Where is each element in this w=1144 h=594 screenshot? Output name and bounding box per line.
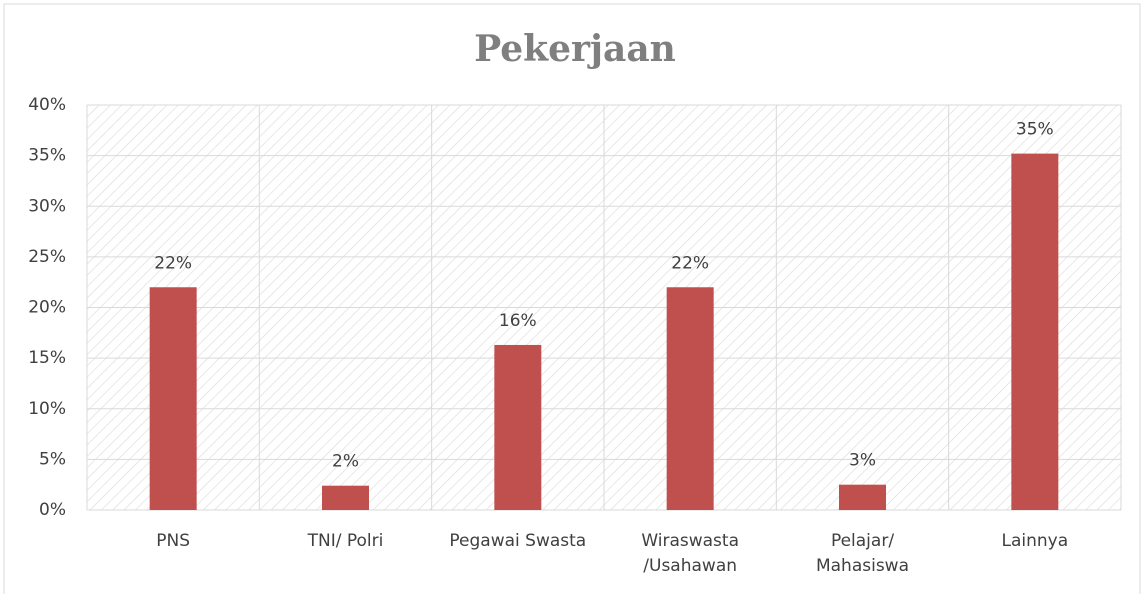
x-tick-label: Wiraswasta /Usahawan (641, 531, 739, 576)
y-tick-label: 15% (28, 348, 66, 368)
y-tick-label: 30% (28, 196, 66, 216)
y-tick-label: 0% (39, 500, 66, 520)
bar (666, 287, 714, 510)
x-tick-label: TNI/ Polri (307, 531, 384, 551)
data-label: 35% (1016, 120, 1054, 140)
y-tick-label: 35% (28, 146, 66, 166)
y-tick-label: 40% (28, 95, 66, 115)
bar (839, 484, 886, 510)
x-tick-label: Pegawai Swasta (449, 531, 587, 551)
data-label: 16% (499, 311, 537, 331)
x-tick-label: PNS (156, 531, 191, 551)
chart-title: Pekerjaan (474, 28, 676, 70)
data-label: 2% (332, 452, 359, 472)
y-tick-label: 20% (28, 298, 66, 318)
bar (322, 485, 369, 510)
y-tick-label: 25% (28, 247, 66, 267)
bar (1011, 153, 1059, 510)
x-tick-label: Lainnya (1001, 531, 1069, 551)
bar (494, 344, 542, 510)
data-label: 3% (849, 451, 876, 471)
y-tick-label: 10% (28, 399, 66, 419)
x-tick-label: Pelajar/ Mahasiswa (815, 531, 910, 576)
data-label: 22% (671, 253, 709, 273)
bar (149, 287, 197, 510)
chart-border (3, 3, 1141, 594)
data-label: 22% (154, 253, 192, 273)
y-tick-label: 5% (39, 449, 66, 469)
